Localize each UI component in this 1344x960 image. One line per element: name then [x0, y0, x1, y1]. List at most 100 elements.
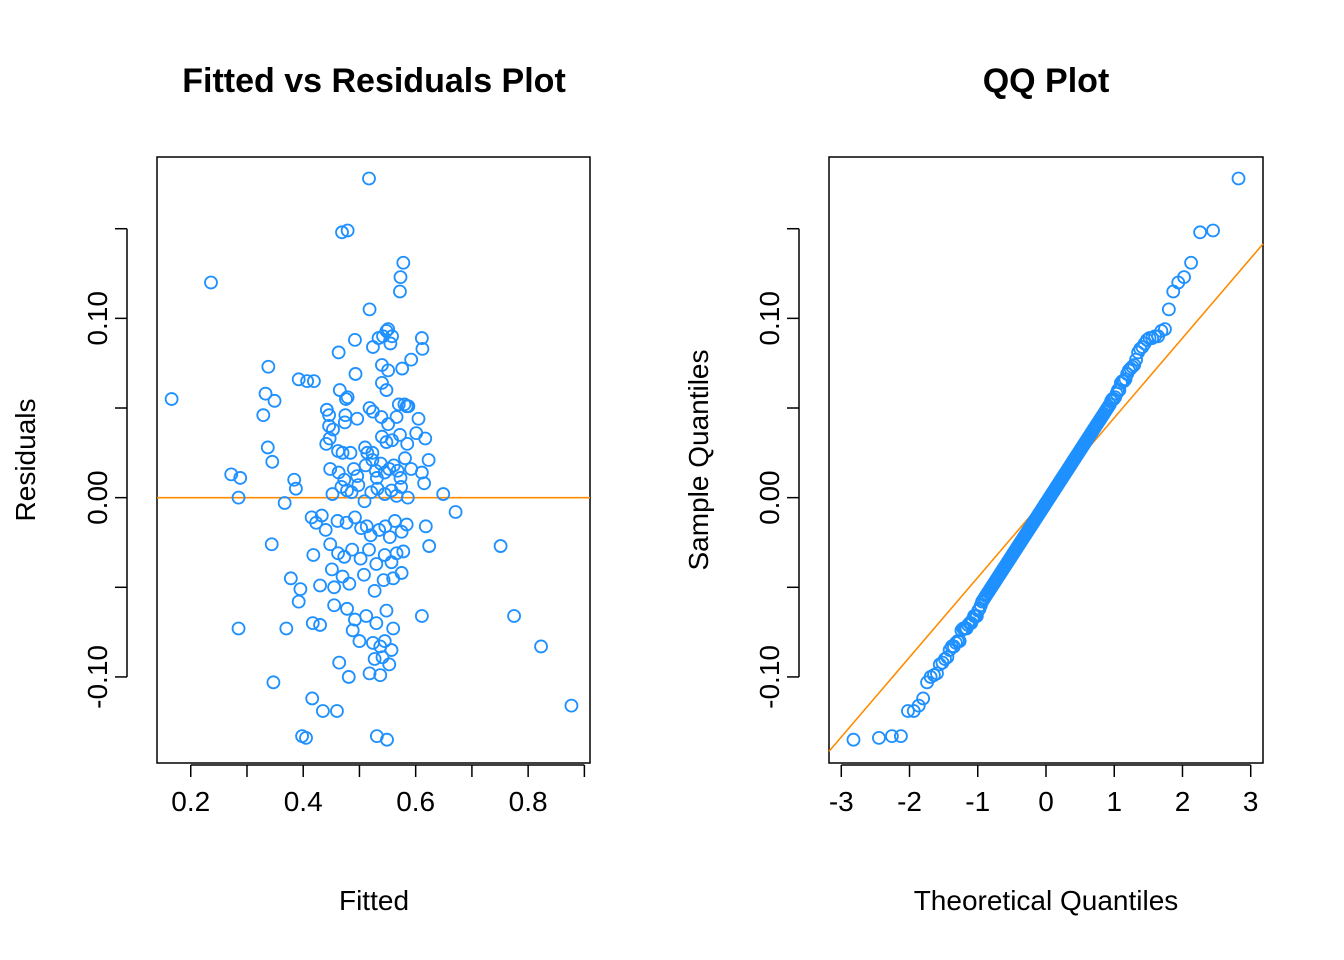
residual-point	[354, 521, 369, 536]
residual-point	[384, 643, 399, 657]
residual-point	[393, 471, 408, 485]
residual-point	[345, 542, 360, 557]
residual-point	[393, 270, 408, 285]
residual-point	[385, 329, 399, 344]
residual-point	[395, 361, 410, 376]
residual-point	[377, 465, 392, 480]
qq-point	[1161, 302, 1176, 317]
residual-point	[379, 435, 394, 449]
residual-point	[323, 462, 338, 476]
residual-point	[379, 603, 394, 618]
residual-point	[256, 408, 271, 423]
residuals-axis-label: Residuals	[10, 399, 41, 522]
residual-point	[341, 670, 356, 684]
residual-point	[330, 704, 344, 718]
residual-point	[417, 476, 432, 491]
right-y-tick-label: 0.00	[754, 470, 785, 525]
residual-point	[287, 472, 302, 487]
right-x-tick-label: -2	[897, 786, 922, 817]
residual-point	[414, 331, 429, 345]
left-x-tick-label: 0.2	[171, 786, 210, 817]
left-y-axis: -0.10 0.00 0.10	[82, 227, 128, 709]
residual-point	[291, 594, 306, 609]
qq-point	[1193, 225, 1208, 240]
residual-point	[394, 479, 408, 494]
residual-point	[379, 383, 394, 397]
residual-point	[323, 537, 338, 552]
residual-point	[299, 730, 313, 745]
residual-point	[306, 548, 321, 562]
residual-point	[367, 583, 382, 598]
residual-point	[327, 598, 342, 613]
residual-point	[335, 445, 350, 460]
qq-point	[1231, 171, 1246, 186]
residual-point	[348, 510, 362, 525]
residual-point	[365, 445, 380, 460]
residual-point	[164, 392, 179, 406]
residual-point	[266, 675, 281, 690]
residual-point	[493, 539, 508, 553]
residual-point	[422, 539, 437, 553]
residual-point	[340, 223, 355, 238]
residual-point	[396, 544, 411, 559]
residual-point	[357, 494, 372, 509]
theoretical-quantiles-axis-label: Theoretical Quantiles	[914, 885, 1179, 916]
residual-point	[399, 399, 414, 414]
residual-point	[390, 463, 405, 478]
residual-point	[359, 609, 374, 623]
residual-point	[350, 469, 365, 484]
right-x-tick-label: -3	[829, 786, 854, 817]
residual-point	[382, 530, 397, 544]
fitted-axis-label: Fitted	[339, 885, 409, 916]
residual-point	[394, 566, 409, 580]
right-points-group	[846, 171, 1246, 747]
qq-point	[872, 730, 886, 745]
residual-point	[267, 393, 282, 408]
residual-point	[386, 621, 401, 636]
residual-point	[362, 171, 376, 186]
left-points-group	[164, 171, 579, 747]
left-x-axis: 0.2 0.4 0.6 0.8	[171, 764, 586, 817]
qq-point	[1158, 322, 1172, 337]
residual-point	[382, 462, 397, 476]
residual-point	[324, 562, 339, 577]
left-plot-frame	[156, 156, 591, 764]
residual-point	[415, 341, 430, 356]
residual-point	[233, 471, 248, 485]
residual-point	[231, 621, 246, 636]
residual-point	[382, 657, 397, 672]
qq-point	[1184, 255, 1198, 270]
residual-point	[327, 580, 342, 595]
residual-point	[342, 576, 357, 591]
residual-point	[330, 514, 345, 528]
left-x-tick-label: 0.4	[284, 786, 323, 817]
residual-point	[305, 691, 320, 706]
left-x-tick-label: 0.8	[509, 786, 548, 817]
right-x-tick-label: -1	[965, 786, 990, 817]
residual-point	[380, 732, 394, 747]
right-plot-frame	[828, 156, 1264, 764]
residual-point	[414, 609, 429, 623]
residual-point	[322, 408, 336, 423]
residual-point	[400, 490, 415, 505]
residual-point	[389, 410, 404, 424]
residual-point	[300, 374, 315, 389]
qq-point	[894, 729, 908, 744]
qq-plot-title: QQ Plot	[983, 62, 1110, 100]
residual-point	[366, 340, 380, 354]
qq-point	[1206, 223, 1220, 238]
residual-point	[314, 508, 329, 523]
residual-point	[393, 427, 407, 442]
residual-point	[337, 549, 352, 564]
residual-point	[224, 467, 239, 482]
residual-point	[315, 704, 330, 718]
residual-point	[335, 225, 349, 240]
residual-point	[305, 616, 320, 631]
residual-point	[400, 436, 415, 451]
residual-point	[376, 573, 391, 588]
qq-point	[846, 732, 861, 747]
residual-point	[231, 490, 246, 505]
residual-point	[391, 397, 406, 412]
qq-point	[911, 698, 926, 713]
fitted-vs-residuals-title: Fitted vs Residuals Plot	[182, 62, 566, 100]
